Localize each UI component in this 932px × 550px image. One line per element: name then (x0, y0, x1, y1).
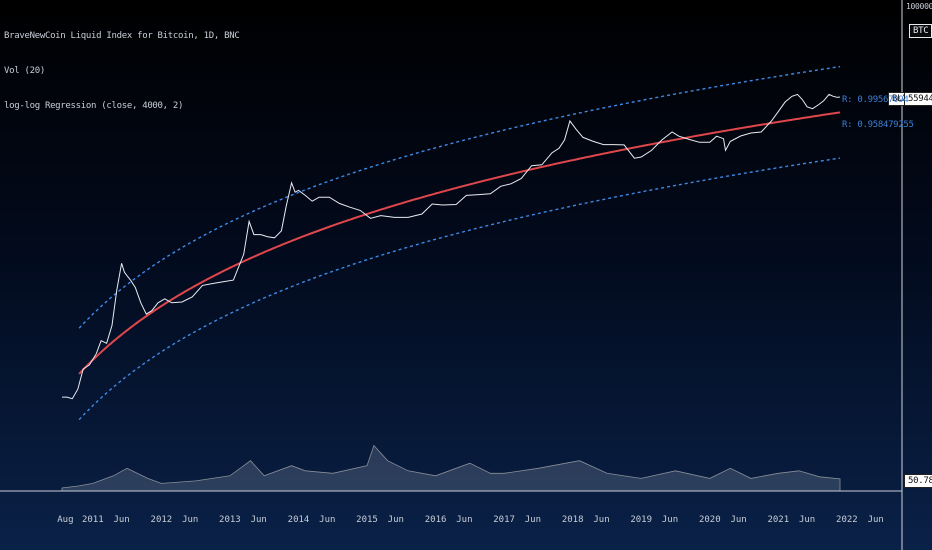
x-tick-label: Jun (113, 515, 129, 525)
x-tick-label: 2012 (151, 515, 173, 525)
chart-title-legend[interactable]: BraveNewCoin Liquid Index for Bitcoin, 1… (4, 31, 240, 41)
x-tick-label: 2022 (836, 515, 858, 525)
regression-upper-band (78, 65, 841, 329)
x-tick-label: 2016 (425, 515, 447, 525)
x-tick-label: 2019 (630, 515, 652, 525)
x-tick-label: 2013 (219, 515, 241, 525)
x-tick-label: 2017 (493, 515, 515, 525)
volume-legend[interactable]: Vol (20) (4, 66, 45, 76)
x-axis: Aug 2011 Jun 2012 Jun 2013 Jun 2014 Jun 2015 Jun 20… (57, 515, 884, 525)
indicator-legend[interactable]: log-log Regression (close, 4000, 2) (4, 101, 184, 111)
price-tag: 55944.88 (904, 92, 932, 106)
volume-series (61, 444, 841, 492)
right-axis-top-label: 1000000.00 (906, 2, 932, 11)
regression-bands (78, 65, 841, 421)
x-tick-label: Jun (182, 515, 198, 525)
x-tick-label: 2018 (562, 515, 584, 525)
x-tick-label: Jun (593, 515, 609, 525)
x-tick-label: 2020 (699, 515, 721, 525)
r-upper-label: R: 0.99567094 (842, 95, 909, 105)
x-tick-label: Jun (525, 515, 541, 525)
x-tick-label: Jun (456, 515, 472, 525)
x-tick-label: Jun (388, 515, 404, 525)
x-tick-label: Jun (251, 515, 267, 525)
regression-lower-band (78, 157, 841, 421)
volume-tag: 50.785M (904, 474, 932, 488)
regression-mid-line (78, 111, 841, 375)
x-tick-label: Jun (799, 515, 815, 525)
x-tick-label: Jun (319, 515, 335, 525)
x-tick-label: Jun (662, 515, 678, 525)
x-tick-label: 2011 (82, 515, 104, 525)
x-tick-label: 2015 (356, 515, 378, 525)
price-line-group (62, 93, 841, 400)
currency-tag[interactable]: BTC (909, 24, 932, 38)
r-lower-label: R: 0.958479255 (842, 120, 914, 130)
volume-area (61, 444, 841, 492)
price-series (62, 93, 841, 400)
x-tick-label: Aug (57, 515, 73, 525)
x-tick-label: Jun (868, 515, 884, 525)
x-tick-label: 2014 (288, 515, 310, 525)
x-tick-label: 2021 (767, 515, 789, 525)
x-tick-label: Jun (730, 515, 746, 525)
